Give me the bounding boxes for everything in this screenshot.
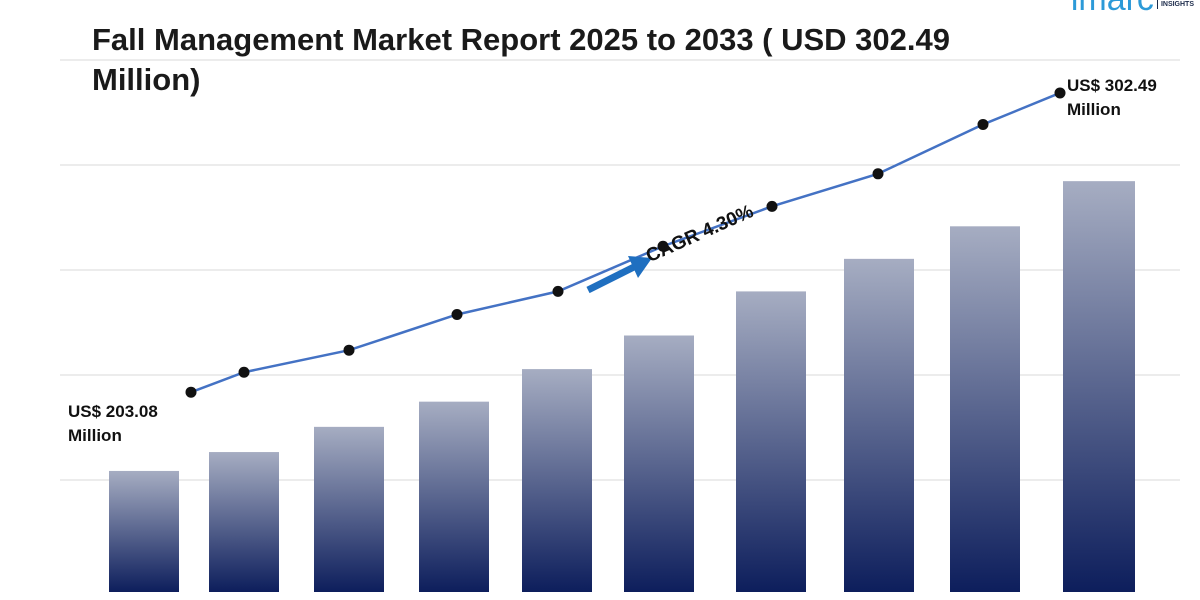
trend-line [190, 91, 1061, 394]
start-unit-label: Million [68, 426, 122, 445]
logo-subtitle: INSIGHTS [1156, 0, 1194, 9]
bar-2027 [419, 401, 489, 592]
trend-point-2026 [343, 344, 355, 356]
cagr-arrow [586, 256, 652, 294]
cagr-arrow-shaft [586, 262, 638, 294]
trend-point-2024 [185, 386, 197, 398]
bar-series [109, 181, 1135, 593]
bar-2030 [736, 291, 806, 592]
trend-point-2031 [872, 168, 884, 180]
cagr-arrow-head [628, 256, 652, 278]
trend-point-2025 [238, 366, 250, 378]
start-value-annotation: US$ 203.08 Million [68, 400, 158, 448]
trend-point-2032 [977, 118, 989, 130]
end-value-annotation: US$ 302.49 Million [1067, 74, 1157, 122]
trend-point-2029 [657, 240, 669, 252]
brand-logo: imarc INSIGHTS [1071, 0, 1194, 12]
end-value-label: US$ 302.49 [1067, 76, 1157, 95]
bar-2033 [1063, 181, 1135, 592]
bar-2032 [950, 226, 1020, 593]
bar-2028 [522, 369, 592, 592]
trend-point-2027 [451, 309, 463, 320]
bar-2029 [624, 335, 694, 592]
end-unit-label: Million [1067, 100, 1121, 119]
bar-2026 [314, 426, 384, 592]
bar-2025 [209, 452, 279, 592]
trend-point-2030 [766, 200, 778, 212]
start-value-label: US$ 203.08 [68, 402, 158, 421]
bar-2031 [844, 258, 914, 592]
logo-wordmark: imarc [1071, 0, 1154, 12]
trend-point-2033 [1054, 87, 1066, 99]
bar-2024 [109, 470, 179, 592]
trend-line-series [185, 87, 1066, 398]
chart-title: Fall Management Market Report 2025 to 20… [92, 22, 950, 97]
trend-point-2028 [552, 285, 564, 297]
